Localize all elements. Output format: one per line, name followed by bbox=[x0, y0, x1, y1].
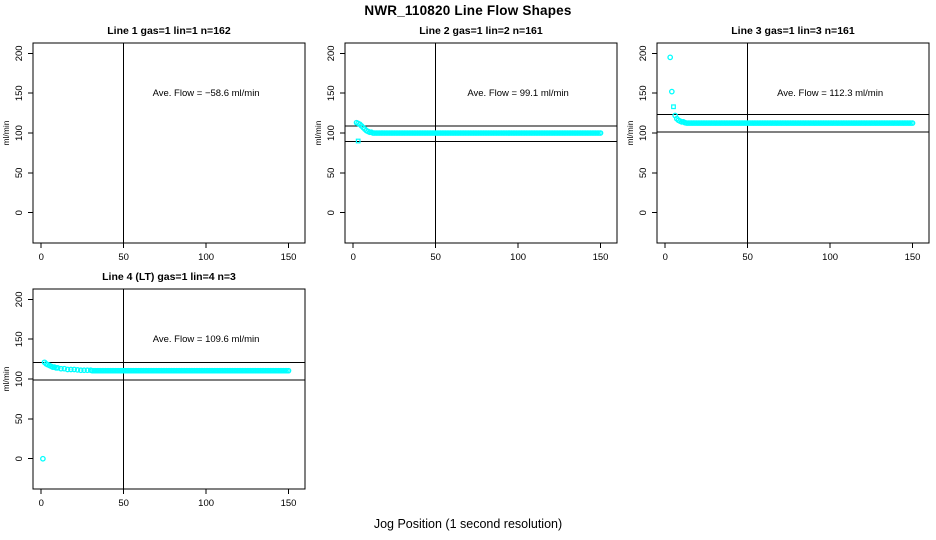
data-point bbox=[68, 366, 74, 373]
data-point bbox=[54, 365, 61, 371]
x-tick-label: 100 bbox=[822, 252, 838, 263]
x-tick-label: 50 bbox=[118, 498, 129, 509]
y-axis-label: ml/min bbox=[1, 120, 11, 145]
panel-title: Line 1 gas=1 lin=1 n=162 bbox=[107, 25, 231, 37]
y-tick-label: 150 bbox=[14, 331, 25, 347]
x-tick-label: 100 bbox=[198, 498, 214, 509]
plot-box bbox=[344, 42, 618, 244]
x-tick-label: 100 bbox=[510, 252, 526, 263]
average-flow-annotation: Ave. Flow = −58.6 ml/min bbox=[153, 88, 260, 99]
plot-box bbox=[32, 288, 306, 490]
x-tick-label: 150 bbox=[593, 252, 609, 263]
y-tick-label: 50 bbox=[638, 168, 649, 179]
data-point bbox=[597, 130, 604, 136]
x-tick-label: 50 bbox=[118, 252, 129, 263]
data-point bbox=[909, 120, 916, 126]
data-point bbox=[671, 104, 676, 110]
average-flow-annotation: Ave. Flow = 99.1 ml/min bbox=[467, 88, 568, 99]
main-title: NWR_110820 Line Flow Shapes bbox=[364, 3, 572, 18]
data-point bbox=[61, 365, 68, 372]
average-flow-annotation: Ave. Flow = 109.6 ml/min bbox=[153, 334, 260, 345]
x-tick-label: 50 bbox=[430, 252, 441, 263]
x-tick-label: 0 bbox=[39, 252, 44, 263]
data-point bbox=[81, 367, 87, 374]
y-tick-label: 50 bbox=[326, 168, 337, 179]
data-point bbox=[285, 367, 292, 374]
y-tick-label: 200 bbox=[14, 291, 25, 307]
panel-line-2: Line 2 gas=1 lin=2 n=161 Ave. Flow = 99.1… bbox=[313, 25, 618, 263]
y-tick-label: 100 bbox=[14, 371, 25, 387]
y-tick-label: 150 bbox=[326, 85, 337, 101]
data-point bbox=[355, 138, 361, 144]
y-tick-label: 150 bbox=[638, 85, 649, 101]
data-point bbox=[667, 54, 674, 61]
panel-line-3: Line 3 gas=1 lin=3 n=161 Ave. Flow = 112.… bbox=[625, 25, 930, 263]
x-axis-caption: Jog Position (1 second resolution) bbox=[373, 517, 563, 531]
data-point bbox=[40, 455, 46, 462]
data-point bbox=[64, 366, 71, 373]
y-tick-label: 100 bbox=[14, 125, 25, 141]
x-tick-label: 150 bbox=[281, 252, 297, 263]
y-tick-label: 200 bbox=[638, 45, 649, 61]
panel-line-1: Line 1 gas=1 lin=1 n=162 Ave. Flow = −58.… bbox=[1, 25, 306, 263]
x-tick-label: 0 bbox=[663, 252, 668, 263]
y-tick-label: 100 bbox=[638, 125, 649, 141]
panel-title: Line 3 gas=1 lin=3 n=161 bbox=[731, 25, 855, 37]
data-point bbox=[74, 367, 81, 373]
average-flow-annotation: Ave. Flow = 112.3 ml/min bbox=[777, 88, 883, 99]
data-point bbox=[77, 367, 84, 374]
panel-line-4: Line 4 (LT) gas=1 lin=4 n=3 Ave. Flow = 1… bbox=[1, 271, 306, 509]
y-tick-label: 0 bbox=[14, 210, 25, 215]
plot-box bbox=[656, 42, 930, 244]
panel-title: Line 4 (LT) gas=1 lin=4 n=3 bbox=[102, 271, 236, 283]
y-axis-label: ml/min bbox=[625, 120, 635, 145]
y-tick-label: 50 bbox=[14, 168, 25, 179]
y-tick-label: 50 bbox=[14, 414, 25, 425]
y-tick-label: 0 bbox=[638, 210, 649, 215]
x-tick-label: 150 bbox=[905, 252, 921, 263]
y-tick-label: 0 bbox=[326, 210, 337, 215]
x-tick-label: 100 bbox=[198, 252, 214, 263]
data-point bbox=[71, 366, 78, 373]
y-axis-label: ml/min bbox=[313, 120, 323, 145]
y-tick-label: 100 bbox=[326, 125, 337, 141]
data-point bbox=[668, 88, 675, 95]
y-tick-label: 0 bbox=[14, 456, 25, 461]
y-tick-label: 200 bbox=[326, 45, 337, 61]
x-tick-label: 150 bbox=[281, 498, 297, 509]
y-tick-label: 150 bbox=[14, 85, 25, 101]
y-tick-label: 200 bbox=[14, 45, 25, 61]
x-tick-label: 50 bbox=[742, 252, 753, 263]
panel-title: Line 2 gas=1 lin=2 n=161 bbox=[419, 25, 543, 37]
x-tick-label: 0 bbox=[39, 498, 44, 509]
plot-box bbox=[32, 42, 306, 244]
y-axis-label: ml/min bbox=[1, 366, 11, 391]
x-tick-label: 0 bbox=[351, 252, 356, 263]
data-point bbox=[58, 365, 64, 372]
